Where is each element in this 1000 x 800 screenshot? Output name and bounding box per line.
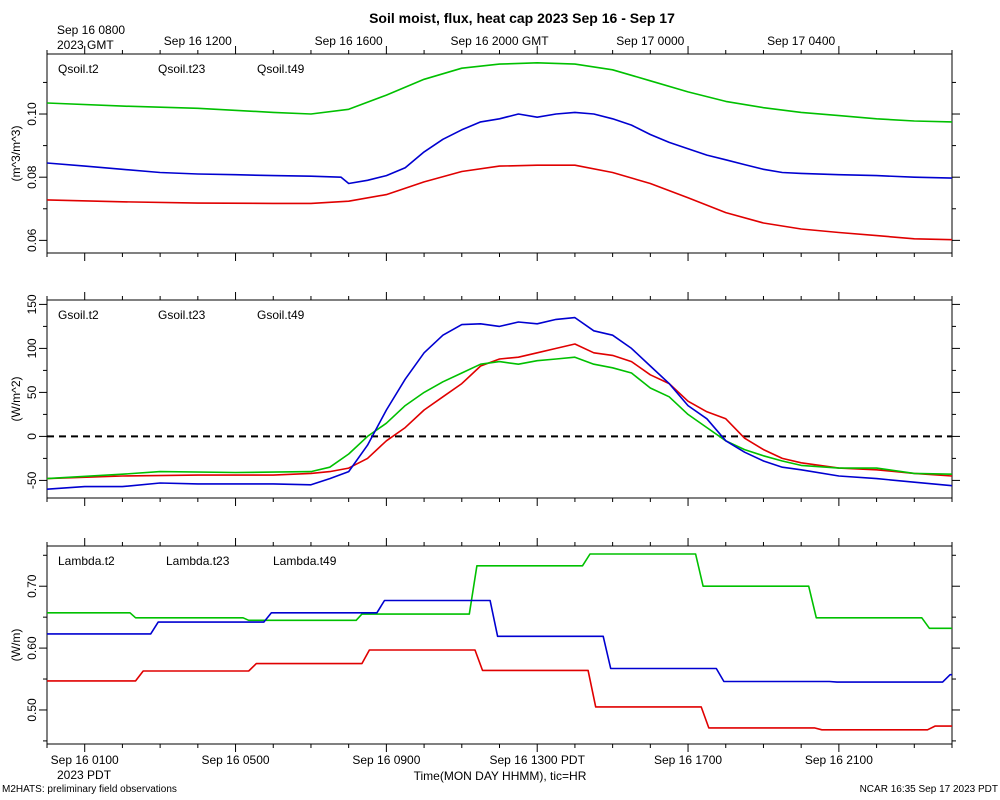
top-tick-label: Sep 17 0000 (616, 34, 684, 48)
y-tick-label: 0.10 (25, 102, 39, 126)
top-tick-label: Sep 16 1600 (315, 34, 383, 48)
y-tick-label: 150 (25, 294, 39, 314)
footer-left: M2HATS: preliminary field observations (2, 784, 177, 795)
y-tick-label: 0.70 (25, 574, 39, 598)
bottom-tick-label: Sep 16 0100 (51, 753, 119, 767)
y-tick-label: 0.50 (25, 698, 39, 722)
top-time-axis: Sep 16 0800 Sep 16 1200 Sep 16 1600 Sep 16 … (57, 23, 836, 52)
panels: 0.06 0.08 0.10(m^3/m^3) Qsoil.t2 Qsoil.t23 Qs… (9, 46, 960, 752)
legend-qsoil-t2: Qsoil.t2 (58, 62, 99, 76)
legend-gsoil-t49: Gsoil.t49 (257, 308, 305, 322)
y-tick-label: 0.06 (25, 228, 39, 252)
x-axis-label: Time(MON DAY HHMM), tic=HR (414, 769, 587, 783)
y-axis-label: (W/m^2) (9, 377, 23, 422)
legend-qsoil-t23: Qsoil.t23 (158, 62, 206, 76)
footer-right: NCAR 16:35 Sep 17 2023 PDT (860, 784, 998, 795)
series-gsoil-t23 (46, 356, 953, 480)
y-tick-label: 0.08 (25, 165, 39, 189)
series-qsoil-t2 (46, 164, 953, 241)
panel-3: 0.50 0.60 0.70 (W/m) Lambda.t2 Lambda.t23 Lamb… (9, 538, 960, 752)
panel-1: 0.06 0.08 0.10(m^3/m^3) Qsoil.t2 Qsoil.t23 Qs… (9, 46, 960, 261)
top-year-label: 2023 GMT (57, 38, 114, 52)
bottom-time-axis: Sep 16 0100 Sep 16 0500 Sep 16 0900 Sep 16 … (51, 753, 874, 782)
plot-frame (46, 53, 953, 254)
series-gsoil-t49 (46, 316, 953, 490)
bottom-tick-label: Sep 16 2100 (805, 753, 873, 767)
bottom-tick-label: Sep 16 1700 (654, 753, 722, 767)
panel-2: -50 0 50 100 150 (W/m^2) Gsoil.t2 Gsoil.t23 Gsoi… (9, 292, 960, 506)
legend-lambda-t23: Lambda.t23 (166, 554, 230, 568)
bottom-tick-label: Sep 16 0500 (202, 753, 270, 767)
legend-gsoil-t23: Gsoil.t23 (158, 308, 206, 322)
legend-lambda-t2: Lambda.t2 (58, 554, 115, 568)
top-tick-label: Sep 16 0800 (57, 23, 125, 37)
top-tick-label: Sep 16 1200 (164, 34, 232, 48)
bottom-year-label: 2023 PDT (57, 768, 112, 782)
y-tick-label: 100 (25, 338, 39, 358)
series-qsoil-t23 (46, 61, 953, 123)
y-tick-label: 0 (25, 433, 39, 440)
legend-qsoil-t49: Qsoil.t49 (257, 62, 305, 76)
series-gsoil-t2 (46, 343, 953, 480)
y-axis-label: (m^3/m^3) (9, 126, 23, 182)
y-tick-label: -50 (25, 471, 39, 489)
series-lambda-t49 (47, 599, 952, 683)
top-tick-label: Sep 17 0400 (767, 34, 835, 48)
plot-frame (46, 545, 953, 745)
plot-frame (46, 299, 953, 499)
series-lambda-t2 (47, 649, 952, 731)
series-lambda-t23 (47, 553, 952, 630)
figure-title: Soil moist, flux, heat cap 2023 Sep 16 -… (369, 10, 675, 26)
series-qsoil-t49 (46, 111, 953, 185)
bottom-tick-label: Sep 16 1300 PDT (490, 753, 586, 767)
y-tick-label: 50 (25, 385, 39, 399)
y-tick-label: 0.60 (25, 636, 39, 660)
y-axis-label: (W/m) (9, 629, 23, 662)
top-tick-label-spacer: Sep 16 0800 (57, 33, 63, 35)
bottom-tick-label: Sep 16 0900 (352, 753, 420, 767)
top-tick-label: Sep 16 2000 GMT (450, 34, 549, 48)
legend-gsoil-t2: Gsoil.t2 (58, 308, 99, 322)
legend-lambda-t49: Lambda.t49 (273, 554, 337, 568)
